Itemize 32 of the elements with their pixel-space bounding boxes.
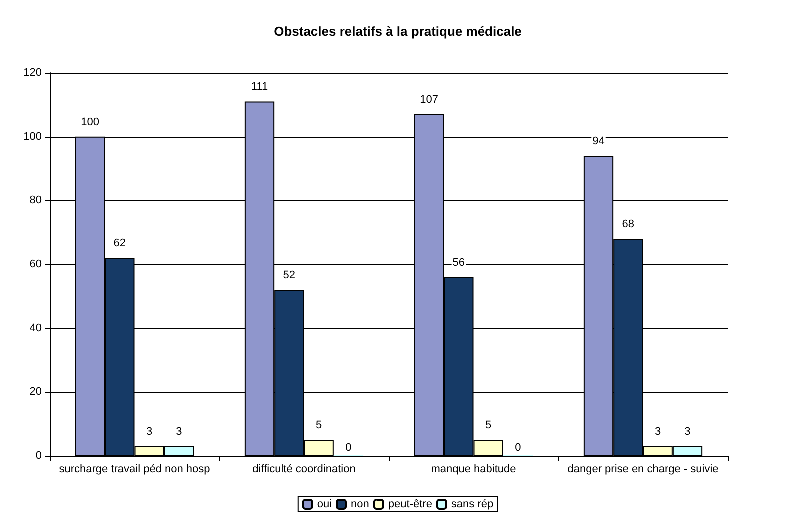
y-tick-label: 100 xyxy=(24,130,42,143)
y-tick-label: 80 xyxy=(30,194,42,207)
chart-title: Obstacles relatifs à la pratique médicale xyxy=(274,24,522,39)
legend-label: peut-être xyxy=(388,498,432,510)
data-label: 0 xyxy=(515,442,522,454)
y-tick-label: 0 xyxy=(36,450,42,462)
x-tick-label: surcharge travail péd non hosp xyxy=(59,464,210,476)
legend-label: sans rép xyxy=(451,498,494,510)
data-label: 5 xyxy=(316,420,322,432)
data-label: 68 xyxy=(622,218,635,230)
x-tick-label: manque habitude xyxy=(431,464,516,476)
data-label: 56 xyxy=(452,256,466,269)
x-tick-label: difficulté coordination xyxy=(252,464,356,476)
data-label: 3 xyxy=(176,426,182,438)
data-label: 0 xyxy=(346,442,352,454)
data-label: 52 xyxy=(283,270,296,282)
y-tick-label: 40 xyxy=(30,322,42,334)
data-label: 3 xyxy=(684,426,691,438)
y-tick-label: 60 xyxy=(30,258,42,270)
data-label: 3 xyxy=(146,426,153,438)
legend-label: oui xyxy=(317,498,332,510)
x-tick-label: danger prise en charge - suivie xyxy=(568,464,719,476)
data-label: 111 xyxy=(251,81,268,94)
legend-label: non xyxy=(351,498,370,510)
data-label: 100 xyxy=(81,116,100,128)
y-tick-label: 20 xyxy=(30,386,42,398)
data-label: 62 xyxy=(114,238,126,250)
y-tick-label: 120 xyxy=(24,67,42,79)
data-label: 5 xyxy=(486,420,492,432)
data-label: 107 xyxy=(420,94,438,106)
data-label: 3 xyxy=(655,426,662,438)
data-label: 94 xyxy=(592,135,605,148)
